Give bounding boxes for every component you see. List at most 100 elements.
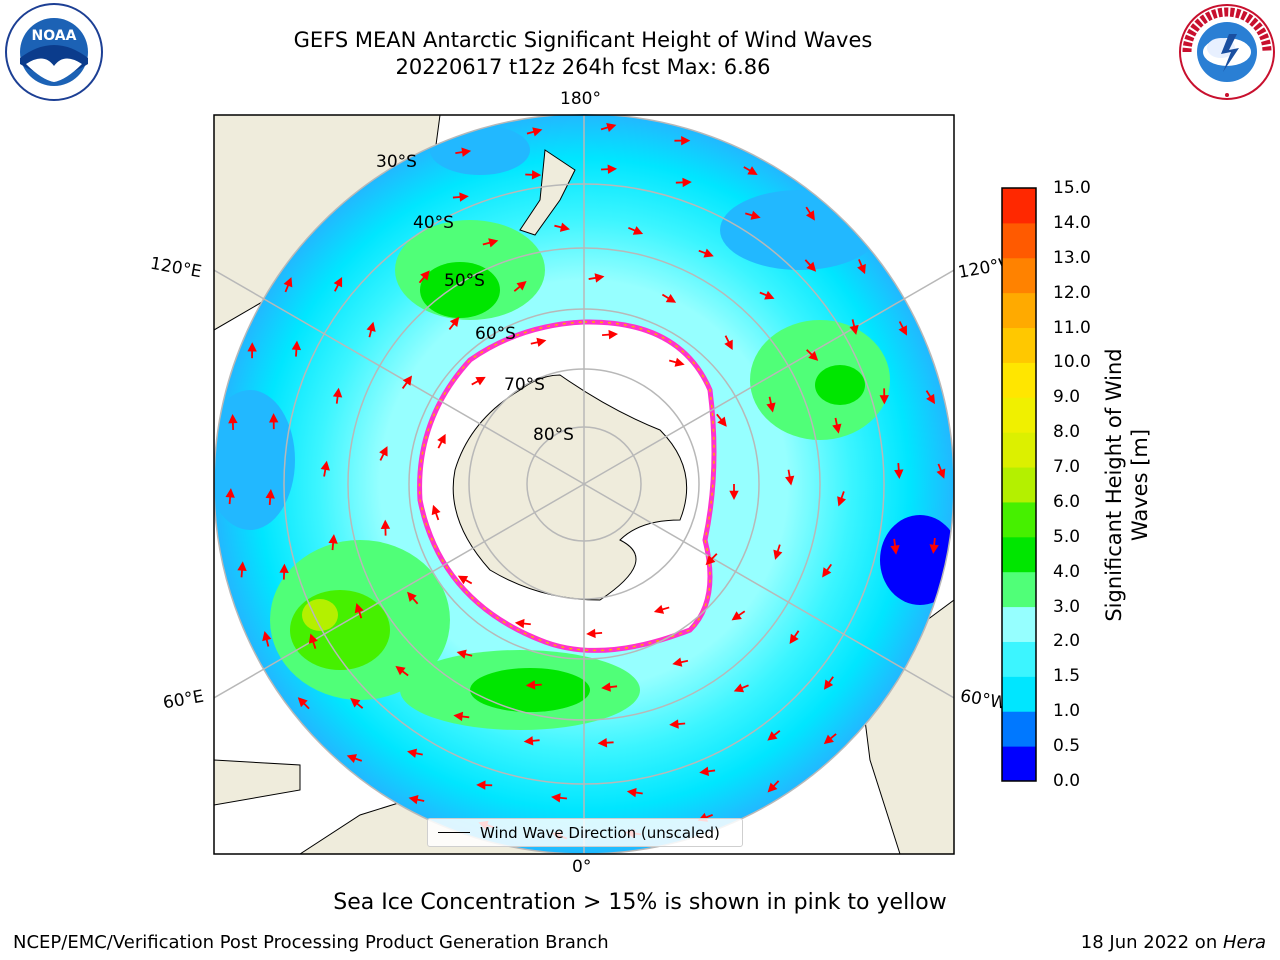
- wave-arrow-head: [265, 489, 275, 499]
- wave-arrow-head: [437, 433, 446, 445]
- colorbar-block: [1002, 292, 1036, 329]
- wave-arrow-head: [653, 604, 665, 614]
- title-line-1: GEFS MEAN Antarctic Significant Height o…: [293, 28, 873, 52]
- wave-arrow-head: [789, 633, 799, 644]
- wave-patch-darkgreen: [420, 262, 500, 318]
- wave-arrow-head: [724, 339, 733, 350]
- wave-arrow-head: [407, 748, 418, 758]
- wave-arrow-head: [898, 325, 907, 336]
- wave-arrow-head: [346, 754, 357, 764]
- colorbar-tick-label: 11.0: [1053, 317, 1091, 338]
- wave-arrow-head: [350, 698, 361, 708]
- wave-arrow-head: [705, 555, 716, 566]
- wave-arrow-head: [228, 413, 238, 424]
- colorbar-tick-label: 1.0: [1053, 701, 1081, 722]
- graticule: [214, 115, 954, 854]
- wave-arrow-head: [457, 575, 469, 585]
- wave-arrow-head: [894, 469, 904, 479]
- wave-arrow-head: [516, 280, 527, 291]
- noaa-logo-text: NOAA: [32, 28, 77, 44]
- wave-arrow-head: [559, 222, 570, 232]
- wave-patch-darkgreen: [815, 365, 865, 405]
- wave-arrow-head: [936, 468, 946, 479]
- wave-arrow-head: [682, 177, 692, 188]
- colorbar-tick-label: 9.0: [1053, 387, 1081, 408]
- legend-label: Wind Wave Direction (unscaled): [480, 823, 720, 842]
- colorbar-tick-label: 4.0: [1053, 561, 1081, 582]
- wave-arrow-head: [929, 544, 939, 554]
- wave-arrow-head: [420, 270, 430, 281]
- colorbar-block: [1002, 188, 1036, 224]
- colorbar-block: [1002, 362, 1036, 398]
- lat-label-40s: 40°S: [413, 213, 454, 233]
- wave-arrow-head: [669, 719, 679, 729]
- title-line-2: 20220617 t12z 264h fcst Max: 6.86: [395, 55, 771, 79]
- wave-arrow-head: [806, 261, 817, 272]
- wave-arrow-head: [449, 316, 460, 327]
- colorbar-tick-label: 5.0: [1053, 526, 1081, 547]
- colorbar-block: [1002, 571, 1036, 608]
- wave-arrow-head: [262, 631, 272, 642]
- noaa-logo: NOAA: [5, 3, 103, 101]
- colorbar-block: [1002, 257, 1036, 294]
- sea-ice-caption: Sea Ice Concentration > 15% is shown in …: [333, 890, 947, 915]
- wave-arrow-head: [332, 387, 343, 398]
- wave-arrow-head: [536, 337, 547, 347]
- wave-arrow-head: [594, 273, 605, 283]
- colorbar-label: Significant Height of Wind Waves [m]: [1102, 348, 1152, 622]
- wave-arrow-head: [750, 210, 761, 220]
- colorbar-tick-label: 2.0: [1053, 631, 1081, 652]
- wave-arrow-head: [681, 135, 691, 146]
- wave-arrow-head: [747, 166, 758, 175]
- wave-arrow-head: [461, 147, 472, 157]
- wave-arrow-head: [822, 567, 832, 578]
- wave-arrow-head: [320, 460, 330, 471]
- wave-arrow-head: [523, 736, 534, 746]
- colorbar-block: [1002, 536, 1036, 573]
- wave-arrow-head: [247, 342, 257, 352]
- wave-patch-darkgreen: [470, 668, 590, 712]
- wave-arrow-head: [785, 475, 795, 486]
- colorbar-block: [1002, 746, 1036, 782]
- colorbar-tick-label: 0.0: [1053, 771, 1081, 791]
- wave-arrow-head: [607, 164, 618, 174]
- wave-arrow-head: [767, 782, 778, 793]
- wave-arrow-head: [476, 780, 486, 790]
- wave-arrow-head: [354, 602, 364, 614]
- wave-arrow-head: [837, 496, 847, 507]
- map-legend: Wind Wave Direction (unscaled): [427, 818, 743, 847]
- wave-arrow-head: [674, 357, 685, 367]
- wave-arrow-head: [380, 519, 391, 529]
- wave-arrow-head: [532, 127, 543, 137]
- colorbar-block: [1002, 711, 1036, 747]
- wave-arrow-head: [431, 504, 441, 516]
- wave-arrow-head: [823, 679, 834, 690]
- wave-arrow-head: [328, 534, 338, 544]
- wave-arrow-head: [225, 488, 235, 498]
- wave-arrow-head: [626, 787, 637, 798]
- colorbar-tick-label: 15.0: [1053, 178, 1091, 198]
- wave-arrow-head: [926, 393, 936, 405]
- colorbar-frame: [1001, 187, 1037, 782]
- wave-arrow-head: [733, 683, 745, 693]
- wave-arrow-head: [823, 734, 834, 745]
- wave-arrow-head: [717, 416, 727, 427]
- wave-arrow-head: [333, 277, 343, 288]
- wave-arrow-head: [672, 657, 683, 667]
- wave-arrow-head: [808, 351, 819, 361]
- colorbar-block: [1002, 327, 1036, 363]
- lat-label-80s: 80°S: [533, 425, 574, 445]
- colorbar-block: [1002, 397, 1036, 433]
- wave-arrow-head: [283, 277, 293, 288]
- colorbar-tick-label: 1.5: [1053, 666, 1081, 687]
- colorbar-block: [1002, 222, 1036, 259]
- wave-arrow-head: [608, 329, 619, 340]
- wave-arrow-head: [408, 795, 419, 805]
- new-zealand-land: [519, 149, 576, 236]
- legend-line-swatch: [438, 832, 470, 833]
- wave-arrow-head: [459, 192, 469, 202]
- wave-arrow-head: [890, 544, 900, 555]
- wave-arrow-head: [407, 591, 417, 602]
- colorbar-tick-label: 10.0: [1053, 352, 1091, 373]
- wave-arrow-head: [237, 561, 247, 571]
